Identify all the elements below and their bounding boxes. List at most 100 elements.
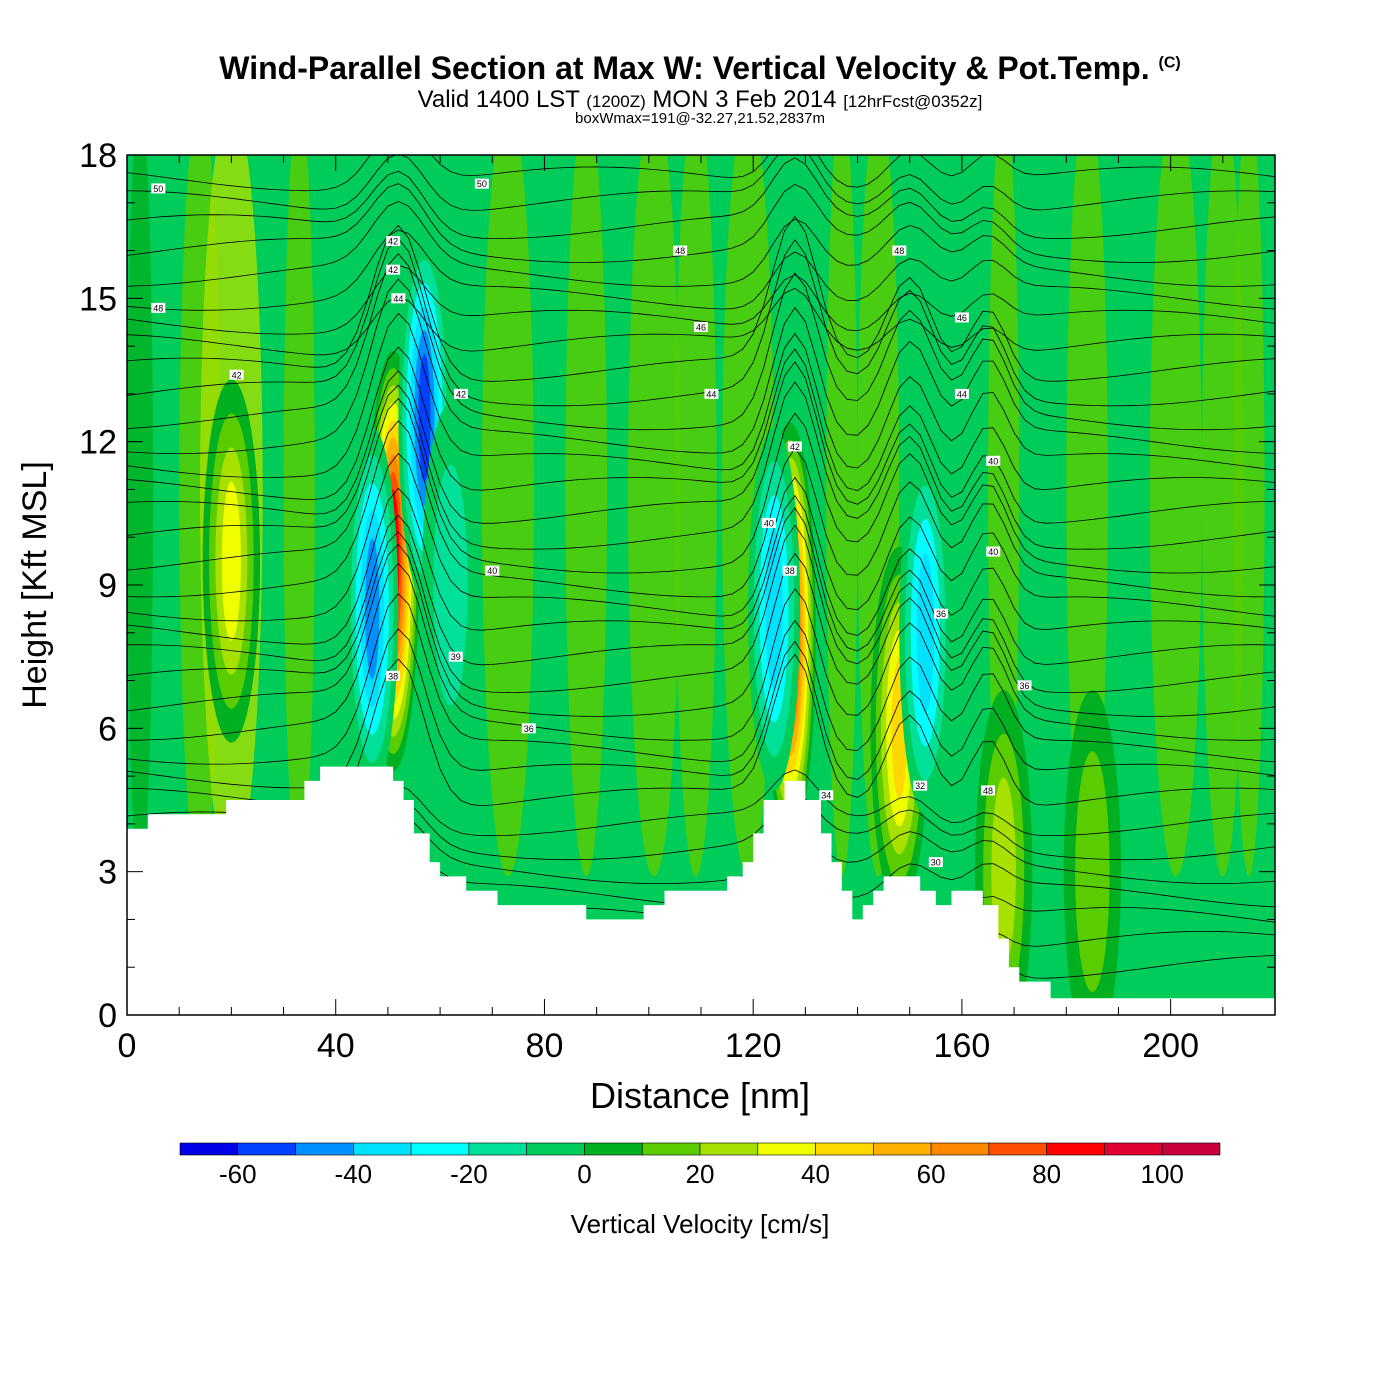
isentrope-label: 50 xyxy=(474,178,489,189)
isentrope-value: 38 xyxy=(388,671,398,681)
isentrope-line xyxy=(127,593,1275,765)
isentrope-line xyxy=(127,183,1275,263)
colorbar-label: Vertical Velocity [cm/s] xyxy=(571,1209,830,1239)
velocity-bands xyxy=(127,155,1265,1015)
isentrope-label: 46 xyxy=(954,312,969,323)
isentrope-line xyxy=(127,264,1275,335)
isentrope-label: 34 xyxy=(819,790,834,801)
chart-title-text: Wind-Parallel Section at Max W: Vertical… xyxy=(219,50,1150,86)
y-tick-label: 6 xyxy=(98,710,117,748)
x-tick-label: 0 xyxy=(118,1027,137,1065)
velocity-contour xyxy=(221,481,241,641)
isentrope-value: 38 xyxy=(785,566,795,576)
velocity-streak xyxy=(565,155,608,877)
x-axis-ticks: 0 40 80 120 160 200 xyxy=(118,155,1276,1065)
y-tick-label: 3 xyxy=(98,854,117,892)
isentrope-line xyxy=(127,237,1275,407)
colorbar-swatch xyxy=(353,1142,412,1156)
isentrope-label: 38 xyxy=(782,565,797,576)
colorbar-tick-label: 40 xyxy=(801,1159,830,1189)
isentrope-line xyxy=(127,312,1275,478)
y-tick-label: 12 xyxy=(79,424,117,462)
isentrope-label: 42 xyxy=(386,264,401,275)
isentrope-line xyxy=(127,287,1275,356)
chart-subtitle: Valid 1400 LST (1200Z) MON 3 Feb 2014 [1… xyxy=(0,86,1400,114)
colorbar-tick-label: 80 xyxy=(1032,1159,1061,1189)
colorbar-tick-label: -60 xyxy=(219,1159,257,1189)
colorbar-swatch xyxy=(584,1142,643,1156)
isentrope-line xyxy=(127,361,1275,524)
colorbar-tick-label: -40 xyxy=(335,1159,373,1189)
isentrope-line xyxy=(127,543,1275,717)
chart-title: Wind-Parallel Section at Max W: Vertical… xyxy=(0,50,1400,87)
isentrope-line xyxy=(127,253,1275,431)
x-tick-label: 80 xyxy=(526,1027,564,1065)
x-tick-label: 160 xyxy=(934,1027,991,1065)
colorbar-swatch xyxy=(873,1142,932,1156)
colorbar-swatch xyxy=(1104,1142,1163,1156)
isentrope-label: 44 xyxy=(391,293,406,304)
x-tick-label: 200 xyxy=(1142,1027,1199,1065)
isentrope-value: 42 xyxy=(790,442,800,452)
valid-time: Valid 1400 LST xyxy=(417,86,580,113)
velocity-streak xyxy=(481,155,535,877)
isentrope-value: 42 xyxy=(232,370,242,380)
isentrope-value: 40 xyxy=(988,547,998,557)
isentrope-label: 36 xyxy=(1017,680,1032,691)
isentrope-line xyxy=(127,200,1275,287)
velocity-streak xyxy=(1149,155,1202,877)
isentrope-label: 40 xyxy=(986,455,1001,466)
isentrope-value: 42 xyxy=(456,389,466,399)
isentrope-line xyxy=(127,420,1275,598)
colorbar-tick-label: 60 xyxy=(917,1159,946,1189)
colorbar-swatch xyxy=(295,1142,354,1156)
colorbar-swatch xyxy=(468,1142,527,1156)
isentrope-label: 40 xyxy=(485,565,500,576)
y-tick-label: 18 xyxy=(79,137,117,175)
isentrope-label: 42 xyxy=(386,236,401,247)
colorbar-tick-label: 100 xyxy=(1141,1159,1184,1189)
isentrope-value: 48 xyxy=(153,303,163,313)
isentrope-value: 36 xyxy=(524,724,534,734)
velocity-streak xyxy=(988,155,1020,877)
colorbar-swatch xyxy=(641,1142,701,1156)
isentrope-label: 38 xyxy=(386,670,401,681)
velocity-contour xyxy=(1075,751,1110,993)
isentrope-label: 42 xyxy=(229,369,244,380)
colorbar-swatch xyxy=(526,1142,585,1156)
isentrope-label: 48 xyxy=(892,245,907,256)
terrain-mask xyxy=(127,766,1275,1015)
isentrope-value: 42 xyxy=(388,237,398,247)
colorbar-swatch xyxy=(1046,1142,1105,1156)
isentrope-value: 32 xyxy=(915,781,925,791)
y-tick-label: 9 xyxy=(98,567,117,605)
box-wmax-info: boxWmax=191@-32.27,21.52,2837m xyxy=(575,110,825,127)
isentrope-line xyxy=(127,524,1275,693)
isentrope-value: 40 xyxy=(988,456,998,466)
velocity-contour xyxy=(433,464,468,706)
x-axis-label: Distance [nm] xyxy=(590,1075,810,1116)
isentrope-label: 48 xyxy=(673,245,688,256)
colorbar-tick-label: -20 xyxy=(450,1159,488,1189)
isentrope-label: 44 xyxy=(954,388,969,399)
isentrope-line xyxy=(127,507,1275,666)
isentrope-value: 40 xyxy=(764,518,774,528)
isentrope-labels: 50 50 48 48 48 46 46 44 42 44 42 42 44 42 42 40 40 40 40 38… xyxy=(151,178,1032,868)
isentrope-value: 46 xyxy=(696,323,706,333)
colorbar-swatch xyxy=(757,1142,816,1156)
colorbar-tick-label: 0 xyxy=(577,1159,591,1189)
isentrope-line xyxy=(127,157,1275,240)
colorbar-swatch xyxy=(699,1142,759,1156)
isentrope-value: 48 xyxy=(983,786,993,796)
velocity-streak xyxy=(674,155,717,877)
isentrope-value: 44 xyxy=(957,389,967,399)
isentrope-line xyxy=(127,346,1275,500)
isentrope-label: 48 xyxy=(151,302,166,313)
isentrope-value: 48 xyxy=(675,246,685,256)
colorbar-swatch xyxy=(988,1142,1047,1156)
colorbar-swatch xyxy=(179,1142,239,1156)
isentrope-value: 40 xyxy=(487,566,497,576)
x-tick-label: 120 xyxy=(725,1027,782,1065)
